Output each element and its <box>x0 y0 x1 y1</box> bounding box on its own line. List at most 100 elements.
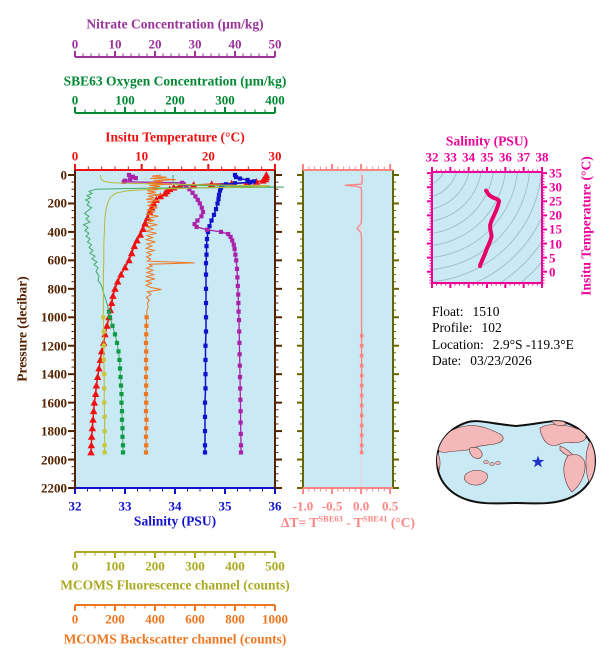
marker-square <box>203 343 208 348</box>
tick-label: 200 <box>105 611 125 627</box>
marker-square <box>203 315 209 320</box>
marker-square <box>203 272 209 277</box>
marker-square <box>102 443 107 448</box>
marker-square <box>478 264 482 268</box>
location-label: Location: <box>432 337 484 352</box>
profile-value: 102 <box>481 320 502 335</box>
marker-square <box>234 258 239 263</box>
marker-triangle <box>259 176 267 184</box>
marker-square <box>114 340 120 345</box>
tick-label: 40 <box>228 36 242 52</box>
ts-salinity-tick-label: 36 <box>498 149 512 165</box>
landmass-north-america <box>539 424 587 446</box>
pressure-tick-label: 1200 <box>41 338 67 354</box>
date-value: 03/23/2026 <box>470 353 532 368</box>
marker-square <box>202 400 208 405</box>
marker-square <box>359 403 364 408</box>
marker-square <box>203 372 208 377</box>
marker-square <box>485 247 489 251</box>
marker-square <box>359 393 364 398</box>
marker-square <box>238 397 243 402</box>
tick-label: 0 <box>71 611 79 627</box>
tick-label: 1000 <box>262 611 288 627</box>
ts-temperature-tick-label: 35 <box>549 165 562 181</box>
marker-square <box>195 218 200 223</box>
tick-label: -1.0 <box>292 498 314 514</box>
marker-triangle <box>111 284 119 292</box>
marker-square <box>247 180 253 185</box>
marker-square <box>359 363 364 368</box>
marker-triangle <box>101 330 109 338</box>
ts-temperature-tick-label: 5 <box>549 250 556 266</box>
marker-square <box>202 450 208 455</box>
marker-square <box>106 309 112 314</box>
marker-square <box>143 392 149 397</box>
marker-square <box>213 207 219 212</box>
marker-square <box>119 400 124 405</box>
marker-square <box>120 450 126 455</box>
marker-square <box>233 175 239 180</box>
marker-triangle <box>93 373 102 380</box>
marker-square <box>359 443 364 448</box>
marker-square <box>203 300 209 306</box>
series-ts-profile <box>478 188 502 269</box>
marker-square <box>102 386 107 391</box>
tick-label: 600 <box>185 611 205 627</box>
landmass-south-america <box>563 454 586 493</box>
marker-triangle <box>121 263 129 271</box>
tick-label: 10 <box>108 36 122 52</box>
marker-triangle <box>103 321 111 329</box>
pressure-tick-label: 2200 <box>41 480 67 496</box>
marker-square <box>236 292 241 297</box>
marker-square <box>238 386 243 391</box>
marker-square <box>120 443 126 448</box>
oxygen-axis-title: SBE63 Oxygen Concentration (µm/kg) <box>63 73 287 89</box>
marker-square <box>238 431 243 437</box>
marker-square <box>494 197 498 201</box>
marker-square <box>102 428 107 434</box>
marker-triangle <box>91 390 100 398</box>
ts-salinity-tick-label: 35 <box>480 149 494 165</box>
tick-label: 300 <box>185 558 205 574</box>
marker-triangle <box>117 270 125 278</box>
marker-square <box>130 174 136 179</box>
tick-label: 100 <box>105 558 125 574</box>
tick-label: 400 <box>145 611 165 627</box>
marker-triangle <box>133 236 141 244</box>
pressure-axis-title: Pressure (decibar) <box>14 276 30 382</box>
marker-square <box>487 193 491 197</box>
marker-square <box>232 181 238 186</box>
marker-square <box>200 209 206 215</box>
marker-square <box>144 383 149 388</box>
marker-square <box>203 261 209 266</box>
marker-square <box>234 266 240 271</box>
salinity-axis-title: Salinity (PSU) <box>133 513 217 529</box>
float-position-star-icon <box>531 455 545 468</box>
marker-square <box>144 400 149 405</box>
marker-square <box>237 340 242 345</box>
ts-salinity-tick-label: 34 <box>462 149 476 165</box>
marker-square <box>202 428 208 434</box>
delta-t-title-suffix: (°C) <box>387 515 415 530</box>
location-value: 2.9°S -119.3°E <box>492 337 574 352</box>
landmass-indonesia <box>495 461 501 465</box>
marker-square <box>143 409 149 414</box>
marker-triangle <box>139 225 147 233</box>
marker-square <box>496 204 500 208</box>
marker-square <box>118 383 124 388</box>
pressure-tick-label: 800 <box>47 281 68 297</box>
marker-square <box>101 357 106 363</box>
temperature-axis-title: Insitu Temperature (°C) <box>105 129 245 145</box>
marker-square <box>211 212 217 217</box>
marker-square <box>232 246 237 252</box>
landmass-eurasia <box>437 425 504 453</box>
location-info-line: Location: 2.9°S -119.3°E <box>432 338 574 352</box>
marker-triangle <box>136 230 145 238</box>
marker-triangle <box>113 277 122 285</box>
marker-triangle <box>88 424 97 432</box>
marker-square <box>119 417 125 422</box>
marker-square <box>203 357 208 363</box>
landmass-southeast-asia <box>469 446 483 459</box>
marker-square <box>126 172 132 178</box>
marker-triangle <box>109 291 117 299</box>
